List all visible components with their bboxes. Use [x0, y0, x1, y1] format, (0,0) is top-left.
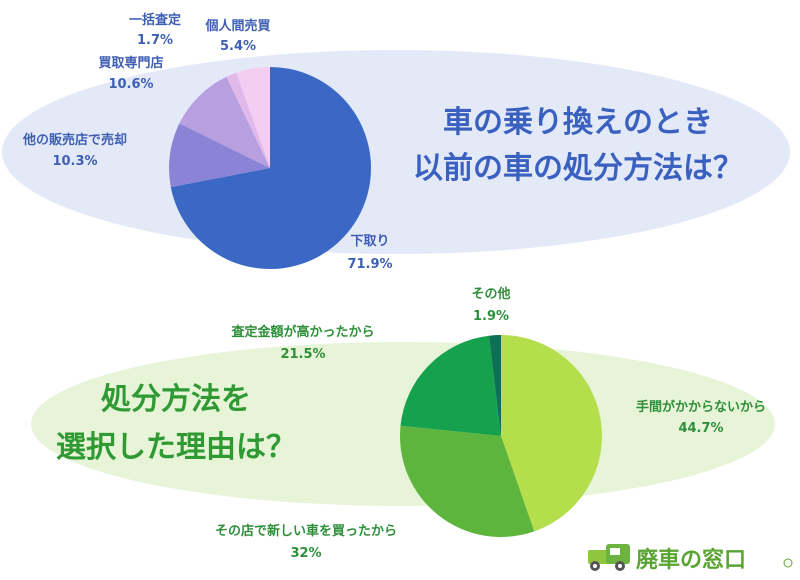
tow-truck-icon: [588, 544, 630, 571]
label-ikkatsu-name: 一括査定: [129, 12, 181, 28]
label-satei-name: 査定金額が高かったから: [230, 324, 374, 340]
label-satei-value: 21.5%: [280, 347, 325, 362]
label-atarashii-value: 32%: [290, 546, 321, 561]
chart2-title-line1: 処分方法を: [101, 382, 251, 417]
pie2-slice-1: [400, 425, 535, 537]
chart1-title-line2: 以前の車の処分方法は？: [413, 151, 743, 186]
label-tema-name: 手間がかからないから: [636, 399, 766, 415]
label-hanbaiten-value: 10.3%: [52, 154, 97, 169]
label-atarashii-name: その店で新しい車を買ったから: [215, 523, 397, 539]
pie2-slice-0: [501, 335, 602, 532]
label-kojin-name: 個人間売買: [204, 18, 270, 34]
registered-mark-icon: [783, 558, 793, 568]
label-ikkatsu-value: 1.7%: [137, 33, 173, 48]
pie-chart-disposal-method: [169, 67, 371, 269]
chart1-title-line1: 車の乗り換えのとき: [443, 105, 713, 140]
pie1-slice-3: [226, 72, 270, 168]
pie1-slice-4: [236, 67, 270, 168]
pie1-slice-0: [170, 67, 371, 269]
pie-chart-reason: [400, 335, 602, 537]
logo: 廃車の窓口: [588, 544, 793, 573]
label-shitadori-name: 下取り: [350, 234, 389, 249]
label-shitadori-value: 71.9%: [347, 257, 392, 272]
pie1-slice-1: [169, 123, 270, 188]
pie2-slice-3: [488, 335, 501, 436]
label-sonota-name: その他: [471, 286, 510, 302]
label-sonota-value: 1.9%: [473, 309, 509, 324]
label-hanbaiten-name: 他の販売店で売却: [22, 132, 127, 148]
logo-text: 廃車の窓口: [636, 547, 746, 573]
label-kojin-value: 5.4%: [220, 39, 256, 54]
pie2-slice-2: [400, 335, 501, 436]
pie1-slice-2: [179, 76, 270, 168]
label-kaitori-value: 10.6%: [108, 77, 153, 92]
label-tema-value: 44.7%: [678, 421, 723, 436]
label-kaitori-name: 買取専門店: [98, 55, 163, 71]
chart2-title-line2: 選択した理由は？: [56, 430, 296, 465]
